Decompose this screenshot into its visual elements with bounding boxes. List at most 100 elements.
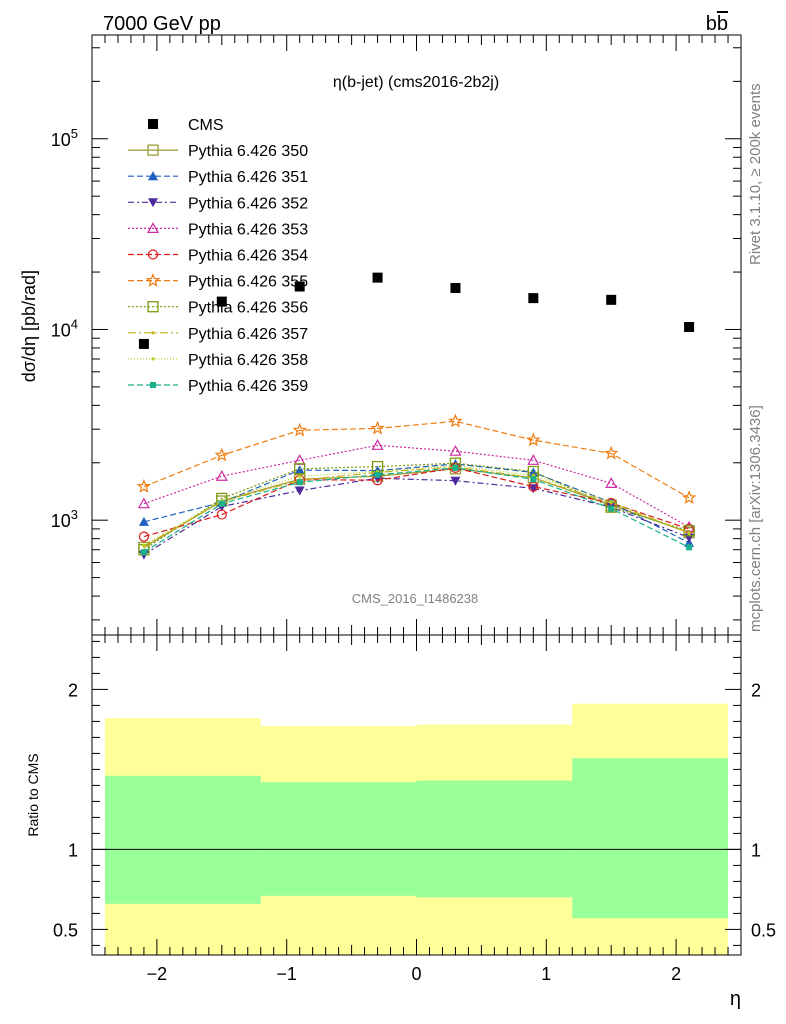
legend-label: Pythia 6.426 350 bbox=[188, 143, 308, 160]
x-tick-label: 2 bbox=[671, 964, 681, 984]
series-point bbox=[294, 465, 305, 475]
series-point bbox=[609, 500, 613, 504]
series-point bbox=[294, 463, 306, 475]
ratio-band-inner bbox=[416, 780, 573, 898]
ratio-y-tick-label: 0.5 bbox=[53, 920, 78, 940]
series-point bbox=[528, 467, 539, 477]
series-point bbox=[296, 479, 303, 486]
series-point bbox=[452, 464, 459, 471]
legend-entry: Pythia 6.426 358 bbox=[128, 352, 308, 369]
series-point bbox=[140, 549, 147, 556]
series-line bbox=[143, 466, 690, 547]
legend-marker bbox=[151, 331, 155, 335]
series-point bbox=[531, 473, 535, 477]
series-point bbox=[605, 477, 618, 488]
ratio-bands bbox=[104, 703, 729, 955]
x-tick-label: −2 bbox=[147, 964, 168, 984]
series-point bbox=[686, 544, 693, 551]
series-point bbox=[526, 432, 541, 447]
cms-data-point bbox=[528, 293, 539, 304]
mcplots-label: mcplots.cern.ch [arXiv:1306.3436] bbox=[747, 405, 764, 632]
legend-label: Pythia 6.426 353 bbox=[188, 221, 308, 238]
series-line bbox=[143, 462, 690, 551]
legend-label: Pythia 6.426 355 bbox=[188, 274, 308, 291]
ratio-y-tick-label-right: 0.5 bbox=[751, 920, 776, 940]
legend-label: Pythia 6.426 356 bbox=[188, 300, 308, 317]
ratio-y-tick-label: 1 bbox=[68, 840, 78, 860]
watermark: CMS_2016_I1486238 bbox=[352, 591, 479, 606]
y-tick-label: 105 bbox=[51, 126, 78, 150]
legend-marker bbox=[148, 171, 158, 181]
series-point bbox=[608, 505, 615, 512]
ratio-y-tick-label: 2 bbox=[68, 680, 78, 700]
ratio-y-tick-label-right: 1 bbox=[751, 840, 761, 860]
legend: CMS Pythia 6.426 350 Pythia 6.426 351 Pythi… bbox=[128, 117, 308, 395]
series-layer bbox=[136, 413, 697, 560]
top-axis-ticks: 103 104 105 bbox=[51, 35, 742, 635]
legend-entry: Pythia 6.426 356 bbox=[128, 300, 308, 317]
series-point bbox=[138, 531, 150, 542]
series-line bbox=[143, 420, 690, 499]
x-axis-label: η bbox=[730, 988, 741, 1010]
legend-marker bbox=[151, 357, 155, 361]
legend-entry: Pythia 6.426 354 bbox=[128, 248, 308, 265]
legend-entry: Pythia 6.426 355 bbox=[128, 272, 308, 291]
cms-data-point bbox=[606, 294, 617, 305]
plot-title: η(b-jet) (cms2016-2b2j) bbox=[333, 74, 499, 91]
series-point bbox=[214, 447, 230, 462]
series-point bbox=[603, 445, 619, 460]
series-line bbox=[143, 467, 690, 538]
legend-label: Pythia 6.426 352 bbox=[188, 195, 308, 212]
cms-data-point bbox=[372, 272, 383, 283]
series-6 bbox=[136, 413, 697, 505]
series-point bbox=[215, 469, 228, 481]
series-point bbox=[374, 471, 381, 478]
rivet-label: Rivet 3.1.10, ≥ 200k events bbox=[747, 83, 764, 265]
cms-data-point bbox=[684, 322, 695, 333]
legend-label: Pythia 6.426 358 bbox=[188, 352, 308, 369]
legend-entry: CMS bbox=[148, 117, 224, 134]
legend-marker bbox=[145, 272, 161, 287]
header-right-bbar: b bbox=[717, 13, 728, 35]
legend-label: Pythia 6.426 357 bbox=[188, 326, 308, 343]
legend-label: Pythia 6.426 354 bbox=[188, 248, 308, 265]
legend-label: Pythia 6.426 351 bbox=[188, 169, 308, 186]
series-line bbox=[143, 465, 690, 546]
legend-entry: Pythia 6.426 352 bbox=[128, 195, 308, 212]
series-point bbox=[450, 476, 461, 486]
legend-marker bbox=[150, 382, 156, 388]
series-point bbox=[530, 476, 537, 483]
header-right: bb bbox=[706, 13, 728, 35]
series-point bbox=[687, 532, 691, 536]
ratio-y-label: Ratio to CMS bbox=[25, 753, 41, 836]
main-plot-panel: CMS_2016_I1486238 103 104 105 η(b-jet) (cm… bbox=[19, 34, 742, 636]
legend-marker bbox=[146, 222, 160, 233]
x-tick-label: 1 bbox=[541, 964, 551, 984]
series-point bbox=[294, 486, 305, 496]
series-point bbox=[371, 439, 384, 450]
series-point bbox=[292, 422, 307, 437]
series-point bbox=[218, 500, 225, 507]
cms-data-point bbox=[450, 282, 461, 293]
series-point bbox=[527, 454, 540, 465]
series-point bbox=[448, 413, 463, 428]
legend-label: Pythia 6.426 359 bbox=[188, 378, 308, 395]
data-points bbox=[138, 272, 695, 349]
ratio-band-inner bbox=[104, 775, 261, 904]
series-line bbox=[143, 444, 690, 528]
ratio-band-inner bbox=[260, 782, 417, 896]
y-axis-label: dσ/dη [pb/rad] bbox=[19, 270, 39, 382]
series-10 bbox=[140, 464, 693, 556]
x-tick-label: −1 bbox=[276, 964, 297, 984]
legend-entry: Pythia 6.426 350 bbox=[128, 143, 308, 160]
series-point bbox=[449, 444, 462, 456]
legend-marker bbox=[148, 119, 158, 129]
ratio-y-tick-label-right: 2 bbox=[751, 680, 761, 700]
legend-entry: Pythia 6.426 353 bbox=[128, 221, 308, 238]
legend-marker bbox=[147, 249, 159, 260]
legend-marker bbox=[148, 198, 158, 208]
series-point bbox=[216, 509, 227, 520]
x-tick-label: 0 bbox=[411, 964, 421, 984]
legend-entry: Pythia 6.426 351 bbox=[128, 169, 308, 186]
